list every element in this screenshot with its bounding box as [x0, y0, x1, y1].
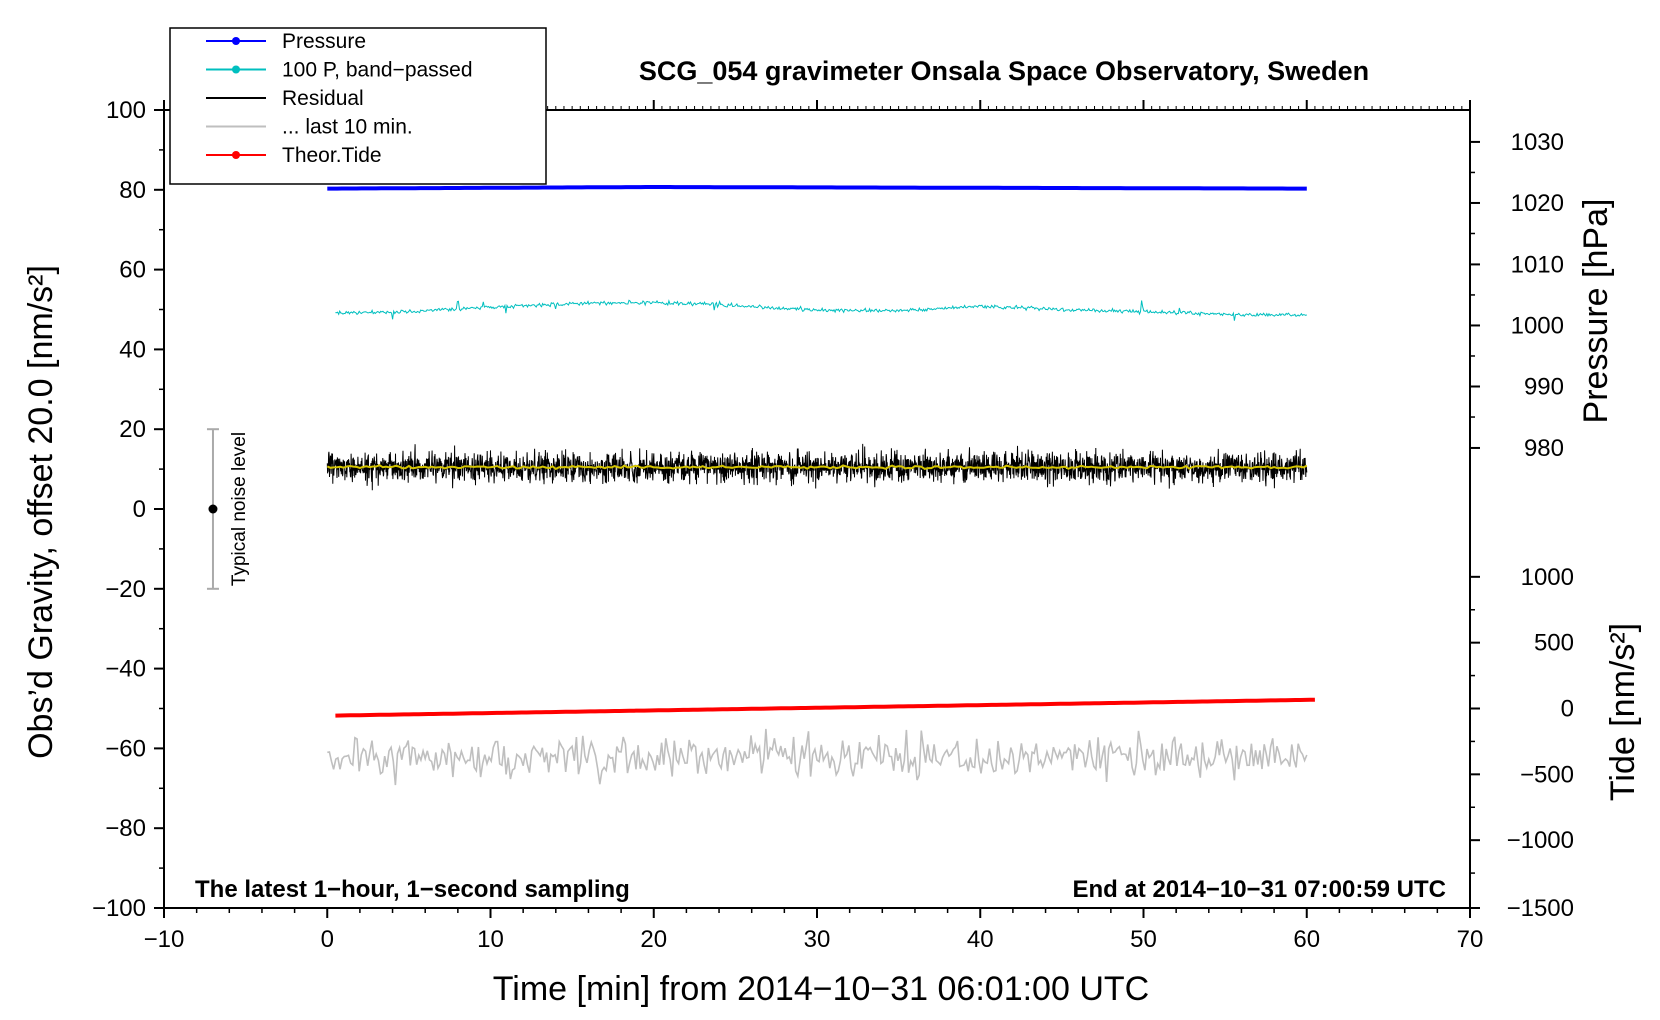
y-tick-label: −60	[105, 735, 146, 762]
x-tick-label: 30	[804, 926, 831, 953]
plot-frame	[163, 109, 1471, 909]
y-tick-label: 80	[119, 177, 146, 204]
y-tick-label: 60	[119, 257, 146, 284]
legend-label: ... last 10 min.	[282, 116, 413, 139]
y-tick-label: 0	[133, 496, 146, 523]
y-tick-label: −40	[105, 656, 146, 683]
chart-title: SCG_054 gravimeter Onsala Space Observat…	[639, 56, 1369, 86]
x-axis-title: Time [min] from 2014−10−31 06:01:00 UTC	[493, 970, 1149, 1008]
x-tick-label: 20	[640, 926, 667, 953]
tide-tick-label: 1000	[1521, 564, 1574, 591]
tide-tick-label: 500	[1534, 630, 1574, 657]
tide-tick-label: 0	[1561, 696, 1574, 723]
pressure-tick-label: 1010	[1511, 251, 1564, 278]
footer-right: End at 2014−10−31 07:00:59 UTC	[1072, 876, 1446, 903]
tide-tick-label: −1500	[1507, 895, 1574, 922]
y-tick-label: −80	[105, 815, 146, 842]
legend-marker	[232, 65, 240, 74]
legend-label: Pressure	[282, 30, 366, 53]
series-pressure	[327, 185, 1307, 191]
legend-box	[169, 27, 547, 185]
series-residual-smoothed	[326, 464, 1308, 471]
pressure-tick-label: 980	[1524, 435, 1564, 462]
series-last-10-min	[327, 728, 1308, 786]
y-tick-label: 100	[106, 97, 146, 124]
footer-left: The latest 1−hour, 1−second sampling	[195, 876, 630, 903]
x-tick-label: 60	[1293, 926, 1320, 953]
legend: Pressure 100 P, band−passed Residual ... la…	[169, 27, 547, 185]
x-tick-label: −10	[144, 926, 185, 953]
y-tick-label: 20	[119, 416, 146, 443]
x-tick-label: 70	[1457, 926, 1484, 953]
series-band-passed-pressure	[335, 299, 1307, 321]
x-tick-label: 0	[321, 926, 334, 953]
y-axis-title-left: Obs’d Gravity, offset 20.0 [nm/s²]	[22, 265, 60, 759]
legend-label: Residual	[282, 87, 364, 110]
pressure-tick-label: 990	[1524, 374, 1564, 401]
pressure-tick-label: 1000	[1511, 312, 1564, 339]
y-tick-label: 40	[119, 336, 146, 363]
plot-area: −10 0 10 20 30 40 50 60 70−100−80−60−40−20020406…	[92, 97, 1574, 953]
y-tick-label: −20	[105, 576, 146, 603]
legend-label: 100 P, band−passed	[282, 59, 473, 82]
x-tick-label: 10	[477, 926, 504, 953]
legend-label: Theor.Tide	[282, 144, 382, 167]
pressure-tick-label: 1030	[1511, 129, 1564, 156]
noise-bar-center	[208, 504, 218, 514]
x-tick-label: 40	[967, 926, 994, 953]
tide-tick-label: −1000	[1507, 827, 1574, 854]
y-axis-title-pressure: Pressure [hPa]	[1577, 199, 1615, 424]
y-axis-title-tide: Tide [nm/s²]	[1604, 623, 1642, 801]
series-theor-tide	[335, 697, 1315, 718]
tide-tick-label: −500	[1520, 761, 1574, 788]
y-tick-label: −100	[92, 895, 146, 922]
pressure-tick-label: 1020	[1511, 190, 1564, 217]
legend-marker	[232, 37, 240, 45]
legend-marker	[232, 151, 240, 159]
noise-label: Typical noise level	[229, 432, 250, 586]
x-tick-label: 50	[1130, 926, 1157, 953]
